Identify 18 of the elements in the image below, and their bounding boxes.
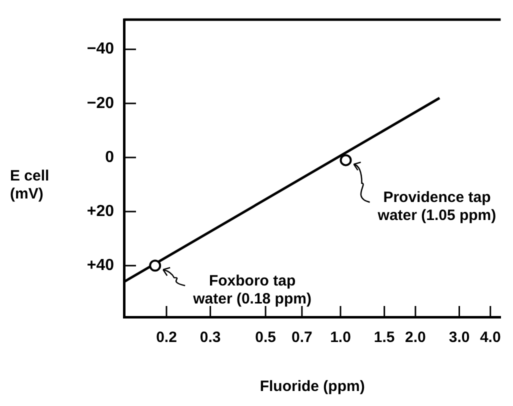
x-tick-label: 0.5: [255, 329, 276, 346]
y-tick-label: 0: [105, 148, 114, 166]
x-tick-label: 2.0: [405, 329, 426, 346]
y-tick-label: −40: [86, 40, 114, 58]
y-axis-title: E cell (mV): [10, 168, 50, 203]
annotation: Providence tap water (1.05 ppm): [376, 188, 496, 224]
x-tick-label: 4.0: [480, 329, 501, 346]
x-tick-label: 0.7: [292, 329, 312, 346]
annotation: Foxboro tap water (0.18 ppm): [192, 272, 312, 308]
x-axis-title: Fluoride (ppm): [260, 378, 365, 396]
x-tick-label: 1.5: [374, 329, 395, 346]
y-tick-label: −20: [86, 94, 114, 112]
x-tick-label: 0.2: [156, 329, 177, 346]
y-tick-label: +20: [86, 202, 114, 220]
x-tick-label: 1.0: [330, 329, 351, 346]
x-tick-label: 0.3: [200, 329, 221, 346]
y-tick-label: +40: [86, 257, 114, 274]
x-tick-label: 3.0: [448, 329, 470, 346]
